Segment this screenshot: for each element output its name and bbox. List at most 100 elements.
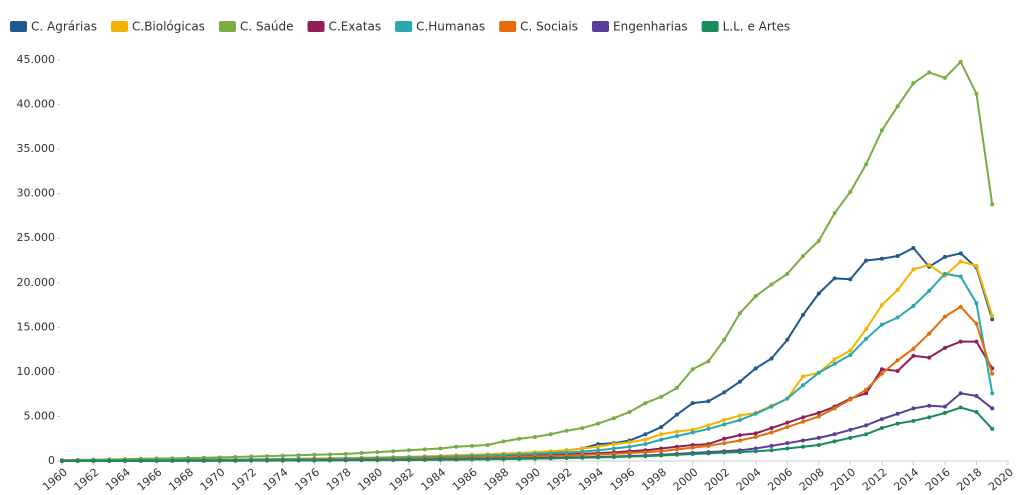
data-point <box>328 458 333 463</box>
legend-label: C. Saúde <box>240 20 294 34</box>
data-point <box>643 454 648 459</box>
legend-label: C. Sociais <box>520 20 578 34</box>
data-point <box>879 417 884 422</box>
x-tick-label: 1976 <box>292 466 322 494</box>
data-point <box>249 458 254 463</box>
data-point <box>816 410 821 415</box>
data-point <box>848 435 853 440</box>
data-point <box>927 415 932 420</box>
data-point <box>659 453 664 458</box>
data-point <box>201 458 206 463</box>
data-point <box>737 433 742 438</box>
data-point <box>864 387 869 392</box>
series-line <box>61 272 994 462</box>
x-tick-label: 1992 <box>545 466 575 494</box>
data-point <box>627 440 632 445</box>
legend-swatch <box>395 21 413 32</box>
x-tick-label: 1986 <box>450 466 480 494</box>
data-point <box>564 450 569 455</box>
y-tick-label: 30.000 <box>17 187 56 200</box>
data-point <box>848 427 853 432</box>
data-point <box>186 458 191 463</box>
data-point <box>359 458 364 463</box>
data-point <box>737 418 742 423</box>
data-point <box>958 259 963 264</box>
data-point <box>927 262 932 267</box>
x-tick-label: 1964 <box>103 466 133 494</box>
data-point <box>801 312 806 317</box>
data-point <box>864 327 869 332</box>
data-point <box>974 321 979 326</box>
data-point <box>942 254 947 259</box>
data-point <box>548 456 553 461</box>
data-point <box>627 409 632 414</box>
data-point <box>107 458 112 463</box>
x-tick-label: 1994 <box>576 466 606 494</box>
data-point <box>832 276 837 281</box>
data-point <box>832 211 837 216</box>
data-point <box>879 426 884 431</box>
data-point <box>564 456 569 461</box>
data-point <box>643 442 648 447</box>
data-point <box>517 436 522 441</box>
data-point <box>264 454 269 459</box>
x-tick-label: 2014 <box>891 466 921 494</box>
data-point <box>722 418 727 423</box>
data-point <box>706 426 711 431</box>
data-point <box>170 458 175 463</box>
data-point <box>123 458 128 463</box>
data-point <box>280 458 285 463</box>
legend-label: C.Exatas <box>329 20 382 34</box>
data-point <box>990 317 995 322</box>
data-point <box>927 355 932 360</box>
data-point <box>722 422 727 427</box>
data-point <box>911 246 916 251</box>
data-point <box>769 443 774 448</box>
data-point <box>580 455 585 460</box>
data-point <box>990 202 995 207</box>
data-point <box>864 423 869 428</box>
data-point <box>911 267 916 272</box>
data-point <box>848 348 853 353</box>
data-point <box>864 336 869 341</box>
data-point <box>927 331 932 336</box>
data-point <box>911 81 916 86</box>
data-point <box>990 406 995 411</box>
data-point <box>864 258 869 263</box>
data-point <box>911 406 916 411</box>
data-point <box>895 368 900 373</box>
data-point <box>832 406 837 411</box>
data-point <box>974 263 979 268</box>
data-point <box>706 443 711 448</box>
data-point <box>785 337 790 342</box>
series-line <box>61 60 994 462</box>
data-point <box>596 421 601 426</box>
data-point <box>864 432 869 437</box>
y-tick-label: 25.000 <box>17 231 56 244</box>
data-point <box>895 411 900 416</box>
x-tick-label: 1998 <box>639 466 669 494</box>
data-point <box>737 311 742 316</box>
data-point <box>942 345 947 350</box>
data-point <box>501 439 506 444</box>
data-point <box>974 339 979 344</box>
data-point <box>879 367 884 372</box>
legend-swatch <box>10 21 27 32</box>
data-point <box>406 448 411 453</box>
data-point <box>942 410 947 415</box>
data-point <box>422 457 427 462</box>
x-tick-label: 1972 <box>229 466 259 494</box>
x-tick-label: 2018 <box>955 466 985 494</box>
data-point <box>359 450 364 455</box>
data-point <box>769 356 774 361</box>
data-point <box>406 457 411 462</box>
data-point <box>611 446 616 451</box>
data-point <box>769 430 774 435</box>
x-tick-label: 1996 <box>608 466 638 494</box>
data-point <box>927 403 932 408</box>
data-point <box>706 399 711 404</box>
data-point <box>674 452 679 457</box>
data-point <box>296 453 301 458</box>
y-tick-label: 15.000 <box>17 320 56 333</box>
data-point <box>564 428 569 433</box>
